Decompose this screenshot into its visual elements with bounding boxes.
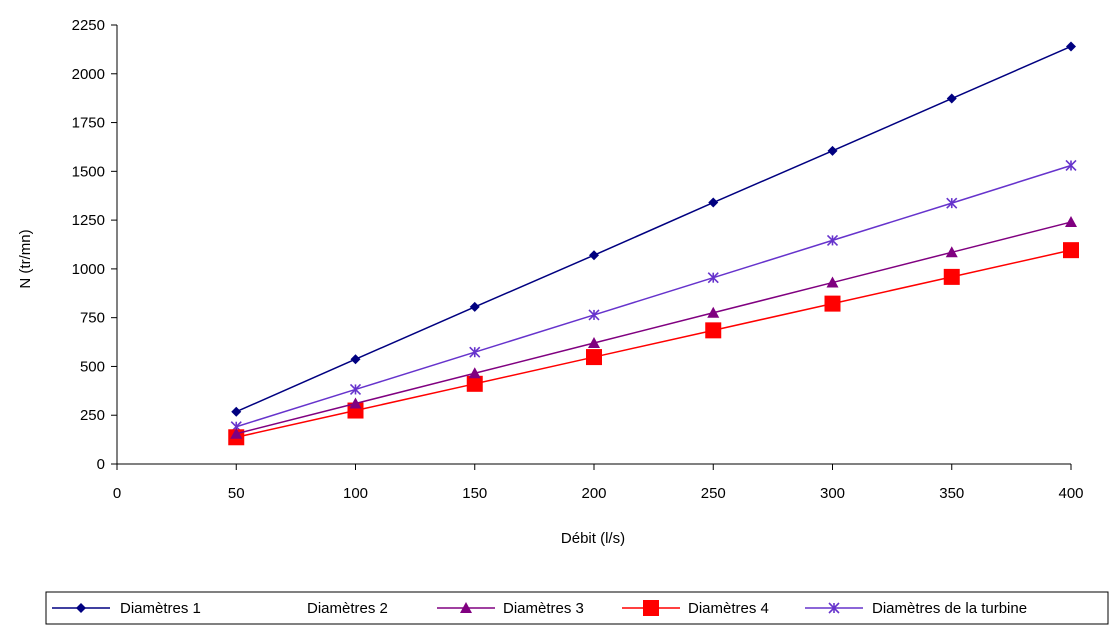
x-axis-title: Débit (l/s) [561,530,625,547]
data-point [468,367,481,379]
series-1 [231,41,1076,417]
x-tick-label: 250 [701,485,726,502]
y-tick-label: 1500 [72,163,105,180]
data-point [705,322,722,339]
x-tick-label: 350 [939,485,964,502]
series-4 [228,242,1079,446]
y-tick-label: 2000 [72,66,105,83]
series-line [236,249,1072,439]
legend-item-4: Diamètres 4 [622,600,769,617]
x-tick-label: 0 [113,485,121,502]
y-tick-label: 1750 [72,115,105,132]
data-point [946,93,957,104]
legend-label: Diamètres 1 [120,600,201,617]
legend-item-2: Diamètres 2 [307,600,388,617]
y-tick-label: 2250 [72,17,105,34]
legend-marker [460,602,472,613]
y-tick-label: 250 [80,407,105,424]
legend-label: Diamètres 2 [307,600,388,617]
legend-box [45,591,1109,625]
data-point [230,427,243,439]
data-point [1065,216,1077,228]
data-point [466,375,483,392]
data-point [589,250,599,261]
legend-marker [76,603,86,613]
x-tick-label: 150 [462,485,487,502]
series-line [235,45,1072,413]
x-tick-label: 100 [343,485,368,502]
legend-item-5: Diamètres de la turbine [805,600,1027,617]
legend-item-3: Diamètres 3 [437,600,584,617]
data-point [707,272,719,284]
x-tick-label: 200 [581,485,606,502]
legend-marker [828,602,840,614]
data-point [349,383,362,396]
y-tick-label: 500 [80,358,105,375]
data-point [826,276,839,288]
legend: Diamètres 1 Diamètres 2 Diamètres 3 Diamètr… [45,591,1109,625]
legend-label: Diamètres 4 [688,600,769,617]
data-point [469,301,480,312]
legend-label: Diamètres de la turbine [872,600,1027,617]
data-point [945,246,958,258]
data-point [231,406,242,417]
data-point [824,295,841,312]
data-point [708,197,719,208]
series-3 [230,216,1077,439]
legend-marker [643,600,659,616]
legend-item-1: Diamètres 1 [52,600,201,617]
data-point [707,306,720,318]
x-tick-label: 400 [1058,485,1083,502]
y-tick-label: 750 [80,310,105,327]
x-tick-label: 50 [228,485,245,502]
data-point [1065,159,1077,172]
plot-area: 0 250 500 750 1000 1250 1500 1750 2000 2250 0 50 100… [72,17,1084,502]
data-point [588,309,600,321]
series-5 [230,159,1077,433]
data-point [1066,41,1076,52]
y-tick-label: 1250 [72,212,105,229]
data-point [827,145,838,156]
data-point [588,337,600,349]
y-tick-label: 0 [97,456,105,473]
y-axis-title: N (tr/mn) [17,229,34,288]
data-point [586,349,602,366]
series-line [236,164,1072,428]
data-point [350,354,361,365]
legend-label: Diamètres 3 [503,600,584,617]
x-tick-label: 300 [820,485,845,502]
y-tick-label: 1000 [72,261,105,278]
data-point [349,397,362,409]
data-point [946,197,958,209]
data-point [1063,242,1079,259]
data-point [469,346,481,358]
data-point [943,268,960,285]
series-line [236,221,1072,435]
data-point [826,234,839,246]
